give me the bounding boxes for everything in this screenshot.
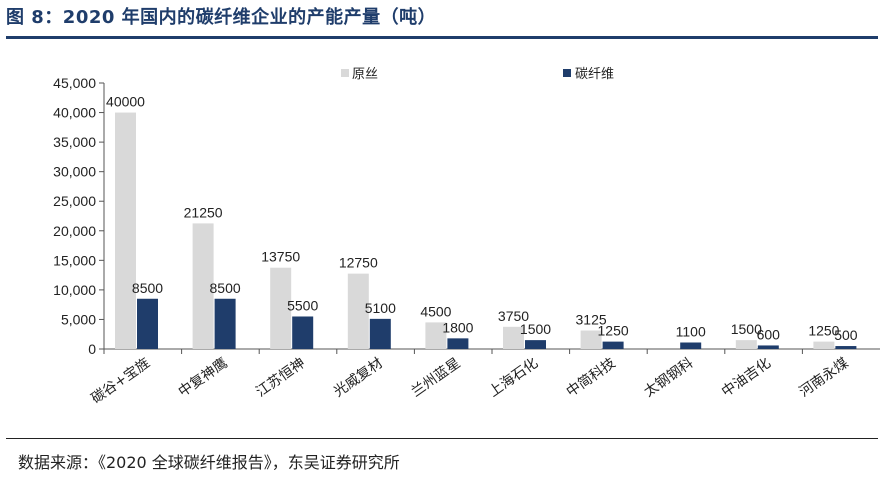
bars-layer	[115, 112, 857, 349]
data-labels-layer: 40000 21250 13750 12750 4500 3750 3125 1500 1250…	[106, 94, 858, 343]
data-label: 3125	[576, 312, 607, 328]
data-label: 21250	[184, 204, 223, 220]
bar-raw-silk	[115, 112, 136, 349]
data-label: 500	[834, 327, 858, 343]
category-label: 兰州蓝星	[408, 355, 463, 400]
category-label: 碳谷+宝旌	[88, 355, 153, 407]
source-note: 数据来源：《2020 全球碳纤维报告》，东吴证券研究所	[18, 453, 400, 472]
y-tick-label: 10,000	[53, 282, 96, 298]
data-label: 8500	[132, 280, 163, 296]
bar-carbon-fiber	[292, 316, 314, 349]
bar-carbon-fiber	[214, 298, 236, 349]
source-rule	[6, 438, 878, 439]
bar-carbon-fiber	[757, 345, 779, 349]
axis-layer: 0 5,000 10,000 15,000 20,000 25,000 30,000 35,0…	[53, 75, 880, 407]
data-label: 1500	[520, 321, 551, 337]
data-label: 40000	[106, 94, 145, 110]
y-tick-label: 20,000	[53, 223, 96, 239]
bar-raw-silk	[735, 340, 757, 349]
bar-raw-silk	[503, 326, 524, 349]
title-rule	[6, 36, 878, 39]
category-label: 河南永煤	[796, 355, 851, 400]
y-tick-label: 15,000	[53, 252, 96, 268]
data-label: 8500	[210, 280, 241, 296]
category-label: 上海石化	[486, 355, 541, 400]
y-tick-label: 30,000	[53, 164, 96, 180]
y-tick-label: 0	[88, 341, 96, 357]
bar-carbon-fiber	[369, 318, 391, 349]
data-label: 1250	[598, 323, 629, 339]
data-label: 5100	[365, 300, 396, 316]
bar-carbon-fiber	[680, 342, 702, 349]
category-label: 太钢钢科	[641, 355, 696, 400]
data-label: 5500	[287, 297, 318, 313]
bar-carbon-fiber	[835, 346, 857, 349]
bar-carbon-fiber	[447, 338, 469, 349]
bar-carbon-fiber	[525, 340, 546, 349]
data-label: 1100	[676, 323, 706, 339]
data-label: 600	[757, 326, 781, 342]
y-tick-label: 40,000	[53, 105, 96, 121]
bar-raw-silk	[580, 330, 602, 349]
bar-chart: 0 5,000 10,000 15,000 20,000 25,000 30,000 35,0…	[53, 67, 880, 407]
bar-carbon-fiber	[602, 341, 624, 349]
category-label: 中简科技	[563, 354, 619, 400]
bar-raw-silk	[347, 273, 369, 349]
category-label: 光威复材	[330, 354, 386, 400]
figure-title: 图 8：2020 年国内的碳纤维企业的产能产量（吨）	[6, 7, 437, 28]
legend-label-carbon-fiber: 碳纤维	[575, 67, 614, 82]
data-label: 4500	[420, 303, 451, 319]
bar-raw-silk	[813, 341, 835, 349]
data-label: 1500	[731, 321, 762, 337]
y-tick-label: 25,000	[53, 193, 96, 209]
category-label: 中复神鹰	[175, 354, 231, 400]
y-tick-label: 45,000	[53, 75, 96, 91]
legend-swatch-carbon-fiber	[563, 69, 571, 77]
bar-raw-silk	[192, 223, 214, 349]
bar-raw-silk	[270, 267, 292, 349]
data-label: 1250	[808, 323, 839, 339]
category-label: 江苏恒神	[253, 355, 308, 400]
category-label: 中油吉化	[719, 355, 774, 400]
y-tick-label: 35,000	[53, 134, 96, 150]
data-label: 3750	[498, 308, 529, 324]
data-label: 1800	[442, 319, 473, 335]
data-label: 13750	[261, 249, 300, 265]
legend-swatch-raw-silk	[341, 69, 349, 77]
bar-carbon-fiber	[137, 298, 158, 349]
data-label: 12750	[339, 255, 378, 271]
legend: 原丝 碳纤维	[341, 67, 614, 82]
legend-label-raw-silk: 原丝	[352, 67, 378, 82]
bar-raw-silk	[425, 322, 447, 349]
y-tick-label: 5,000	[61, 311, 96, 327]
